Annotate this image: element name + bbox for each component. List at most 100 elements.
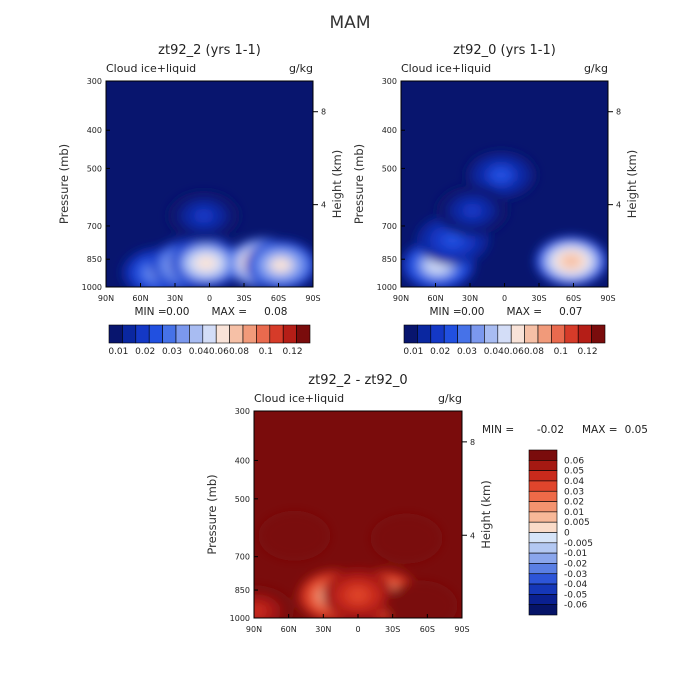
x-tick-label: 60S: [420, 625, 435, 634]
y-tick-label: 400: [87, 126, 102, 135]
colorbar-label: -0.01: [564, 549, 587, 559]
field-area: [106, 81, 313, 287]
x-tick-label: 30N: [167, 294, 183, 303]
colorbar-label: 0.05: [564, 467, 584, 477]
y2-tick-label: 4: [616, 201, 621, 210]
y2-tick-label: 4: [321, 201, 326, 210]
colorbar-swatch: [202, 324, 217, 344]
colorbar-swatch: [528, 470, 558, 482]
y2-tick-label: 8: [616, 108, 621, 117]
x-tick-label: 90N: [393, 294, 409, 303]
y-tick-label: 1000: [377, 283, 397, 292]
max-label: MAX =: [507, 306, 543, 318]
field-blob-5: [270, 257, 292, 273]
colorbar-swatch: [497, 324, 512, 344]
panel-units-label: g/kg: [584, 62, 608, 75]
panel-units-label: g/kg: [438, 392, 462, 405]
colorbar-label: 0.04: [189, 347, 209, 357]
y-tick-label: 300: [382, 77, 397, 86]
colorbar: 0.01 0.02 0.03 0.04 0.06 0.08 0.1 0.12: [108, 324, 311, 357]
min-label: MIN =: [135, 306, 167, 318]
max-value: 0.07: [559, 306, 582, 318]
y-tick-label: 700: [382, 222, 397, 231]
colorbar-label: 0.03: [457, 347, 477, 357]
colorbar-label: 0.01: [108, 347, 128, 357]
colorbar-swatch: [528, 501, 558, 513]
colorbar-swatch: [403, 324, 418, 344]
colorbar-swatch: [528, 490, 558, 502]
colorbar-label: 0.06: [564, 456, 584, 466]
colorbar-label: 0.12: [578, 347, 598, 357]
figure-title: MAM: [330, 13, 371, 33]
colorbar-swatch: [528, 573, 558, 585]
field-blob-5: [396, 531, 417, 546]
colorbar-label: 0.02: [430, 347, 450, 357]
colorbar-swatch: [148, 324, 163, 344]
colorbar-swatch: [162, 324, 177, 344]
min-value: -0.02: [537, 424, 564, 436]
colorbar-swatch: [528, 460, 558, 471]
field-blob-2: [442, 232, 464, 248]
x-tick-label: 30N: [462, 294, 478, 303]
colorbar-swatch: [430, 324, 445, 344]
colorbar-swatch: [528, 563, 558, 575]
min-label: MIN =: [482, 424, 514, 436]
max-label: MAX =: [582, 424, 618, 436]
colorbar-label: 0.005: [564, 518, 590, 528]
colorbar-swatch: [591, 324, 606, 344]
field-area: [401, 81, 608, 287]
colorbar-label: 0.01: [564, 508, 584, 518]
x-tick-label: 30S: [531, 294, 546, 303]
colorbar-label: -0.005: [564, 539, 593, 549]
x-tick-label: 30S: [236, 294, 251, 303]
colorbar-label: 0.12: [283, 347, 303, 357]
colorbar-label: 0.03: [564, 487, 584, 497]
field-blob-6: [284, 528, 305, 544]
colorbar-swatch: [528, 480, 558, 492]
min-value: 0.00: [461, 306, 484, 318]
chart-panel-2: zt92_0 (yrs 1-1) Cloud ice+liquid g/kg 300 4…: [352, 43, 639, 357]
colorbar-swatch: [528, 449, 558, 461]
colorbar-swatch: [282, 324, 297, 344]
y2-tick-label: 8: [470, 438, 475, 447]
colorbar-swatch: [524, 324, 539, 344]
x-tick-label: 60S: [271, 294, 286, 303]
x-tick-label: 60N: [281, 625, 297, 634]
colorbar-swatch: [528, 542, 558, 554]
chart-panel-1: zt92_2 (yrs 1-1) Cloud ice+liquid g/kg 300 4…: [57, 43, 344, 357]
colorbar-swatch: [175, 324, 190, 344]
colorbar-label: 0.1: [259, 347, 273, 357]
field-area: [254, 411, 462, 618]
panel-variable-label: Cloud ice+liquid: [254, 392, 344, 405]
x-tick-label: 0: [207, 294, 212, 303]
x-tick-label: 90S: [305, 294, 320, 303]
colorbar-swatch: [528, 532, 558, 544]
x-tick-label: 0: [355, 625, 360, 634]
colorbar-swatch: [296, 324, 311, 344]
colorbar-label: -0.06: [564, 601, 588, 611]
y-tick-label: 300: [87, 77, 102, 86]
max-label: MAX =: [212, 306, 248, 318]
y-tick-label: 300: [235, 407, 250, 416]
y-axis-label: Pressure (mb): [57, 144, 71, 224]
colorbar-label: 0.1: [554, 347, 568, 357]
x-tick-label: 90N: [246, 625, 262, 634]
y-tick-label: 850: [382, 255, 397, 264]
y2-tick-label: 4: [470, 531, 475, 540]
colorbar-label: 0.06: [504, 347, 524, 357]
colorbar-swatch: [443, 324, 458, 344]
colorbar-swatch: [457, 324, 472, 344]
y-tick-label: 500: [87, 164, 102, 173]
colorbar-swatch: [229, 324, 244, 344]
colorbar-label: 0.06: [209, 347, 229, 357]
y-tick-label: 400: [235, 456, 250, 465]
colorbar-label: 0.04: [564, 477, 584, 487]
panel-title: zt92_2 - zt92_0: [308, 373, 407, 388]
x-tick-label: 90N: [98, 294, 114, 303]
colorbar-swatch: [551, 324, 566, 344]
colorbar-swatch: [122, 324, 137, 344]
y-axis-label: Pressure (mb): [352, 144, 366, 224]
y2-axis-label: Height (km): [479, 480, 493, 549]
panel-variable-label: Cloud ice+liquid: [401, 62, 491, 75]
